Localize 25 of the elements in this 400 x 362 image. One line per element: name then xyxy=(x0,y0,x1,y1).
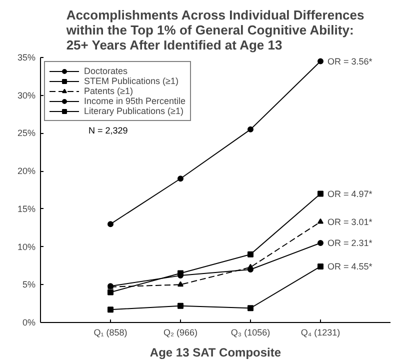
y-tick-label: 0% xyxy=(22,318,36,328)
annotation: OR = 3.56* xyxy=(328,56,373,66)
annotation: OR = 2.31* xyxy=(328,238,373,248)
annotation: N = 2,329 xyxy=(88,126,128,136)
annotation: OR = 3.01* xyxy=(328,216,373,227)
x-tick-label: Q₃ (1056) xyxy=(230,328,270,338)
annotation: OR = 4.55* xyxy=(328,261,373,272)
y-tick-label: 5% xyxy=(22,280,36,290)
y-tick-label: 25% xyxy=(17,128,36,138)
y-tick-label: 30% xyxy=(17,90,36,100)
x-tick-label: Q₄ (1231) xyxy=(300,328,340,338)
legend-label: Patents (≥1) xyxy=(84,86,133,96)
legend-label: Literary Publications (≥1) xyxy=(84,106,184,116)
x-axis-title: Age 13 SAT Composite xyxy=(150,346,282,360)
legend-label: Doctorates xyxy=(84,66,128,76)
x-tick-label: Q₂ (966) xyxy=(164,328,198,338)
y-tick-label: 35% xyxy=(17,52,36,62)
annotation: OR = 4.97* xyxy=(328,188,373,199)
y-tick-label: 15% xyxy=(17,204,36,214)
legend-label: Income in 95th Percentile xyxy=(84,96,186,106)
legend-label: STEM Publications (≥1) xyxy=(84,76,178,86)
y-tick-label: 10% xyxy=(17,242,36,252)
x-tick-label: Q₁ (858) xyxy=(94,328,128,338)
chart-title: Accomplishments Across Individual Differences within the Top 1% of General Cognitive Ability: 25+ Years After Identified at Age 13 xyxy=(65,8,364,52)
y-tick-label: 20% xyxy=(17,166,36,176)
